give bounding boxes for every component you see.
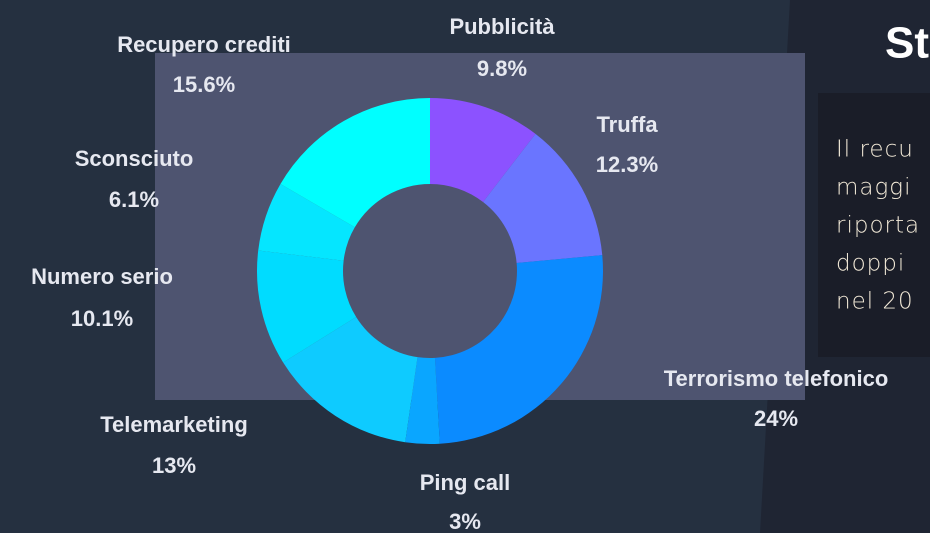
value-label: 10.1% [71,306,133,331]
category-label: Numero serio [31,264,173,289]
donut-segment [430,98,536,203]
donut-segment [434,255,603,444]
text-box [818,93,930,357]
panel-line: doppi [836,251,905,277]
donut-segment [280,97,430,228]
value-label: 6.1% [109,187,159,212]
category-label: Telemarketing [100,412,248,437]
value-label: 12.3% [596,152,658,177]
category-label: Terrorismo telefonico [664,366,889,391]
value-label: 13% [152,453,196,478]
panel-line: Il recu [836,137,914,163]
value-label: 24% [754,406,798,431]
donut-segment [405,357,440,444]
category-label: Truffa [596,112,658,137]
panel-line: nel 20 [836,289,914,315]
panel-line: riporta [836,213,920,239]
category-label: Sconsciuto [75,146,194,171]
donut-segment [483,133,603,264]
donut-segment [283,316,418,443]
donut-segment [256,250,357,363]
value-label: 3% [449,509,481,533]
value-label: 15.6% [173,72,235,97]
donut-segment [258,183,355,261]
category-label: Ping call [420,470,510,495]
category-label: Recupero crediti [117,32,291,57]
panel-line: maggi [836,175,912,201]
value-label: 9.8% [477,56,527,81]
panel-title: St [885,19,929,68]
category-label: Pubblicità [449,14,555,39]
